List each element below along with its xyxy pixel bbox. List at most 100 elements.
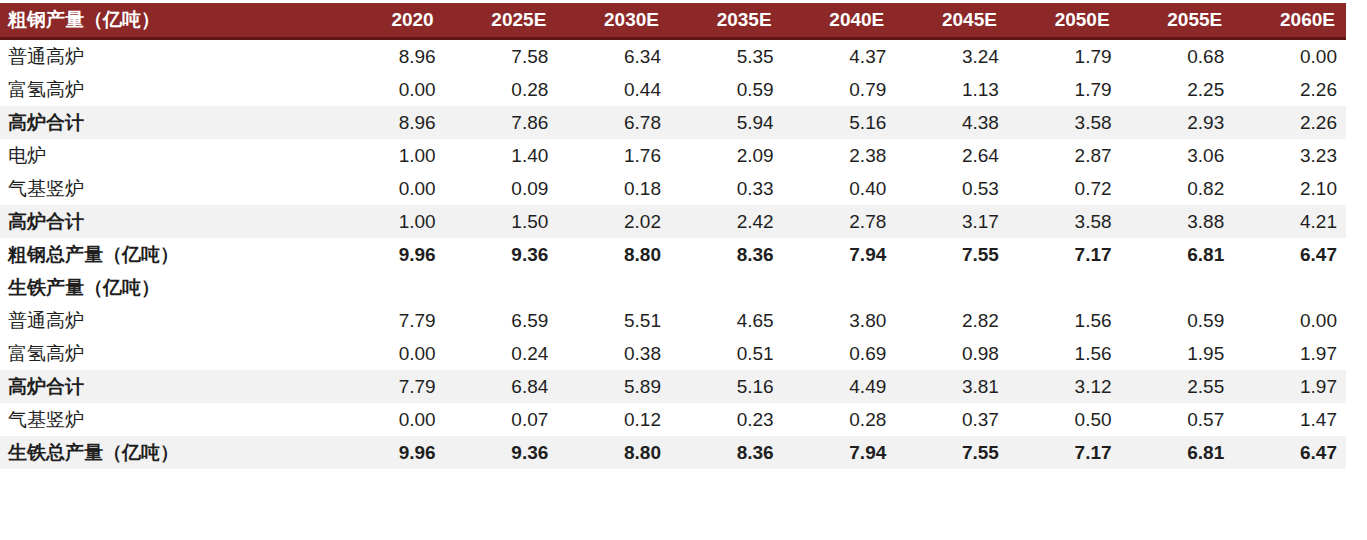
value-cell: 0.00 (332, 172, 445, 205)
value-cell: 0.09 (445, 172, 558, 205)
value-cell (670, 271, 783, 304)
table-row: 高炉合计7.796.845.895.164.493.813.122.551.97 (0, 370, 1346, 403)
value-cell: 6.47 (1233, 436, 1346, 469)
value-cell: 3.88 (1121, 205, 1234, 238)
table-row: 普通高炉8.967.586.345.354.373.241.790.680.00 (0, 39, 1346, 74)
value-cell: 0.72 (1008, 172, 1121, 205)
value-cell: 6.84 (445, 370, 558, 403)
value-cell: 1.76 (557, 139, 670, 172)
value-cell: 3.12 (1008, 370, 1121, 403)
value-cell: 3.24 (895, 39, 1008, 74)
value-cell: 5.16 (670, 370, 783, 403)
value-cell: 6.81 (1121, 238, 1234, 271)
value-cell: 4.49 (783, 370, 896, 403)
value-cell: 6.34 (557, 39, 670, 74)
value-cell: 8.36 (670, 238, 783, 271)
value-cell: 7.55 (895, 238, 1008, 271)
table-row: 电炉1.001.401.762.092.382.642.873.063.23 (0, 139, 1346, 172)
value-cell: 4.65 (670, 304, 783, 337)
value-cell: 9.36 (445, 436, 558, 469)
value-cell: 0.50 (1008, 403, 1121, 436)
value-cell: 5.35 (670, 39, 783, 74)
value-cell: 7.55 (895, 436, 1008, 469)
table-body: 普通高炉8.967.586.345.354.373.241.790.680.00… (0, 39, 1346, 470)
year-column-header: 2055E (1121, 3, 1234, 39)
value-cell: 0.00 (332, 73, 445, 106)
value-cell: 0.59 (670, 73, 783, 106)
value-cell: 0.79 (783, 73, 896, 106)
value-cell: 3.23 (1233, 139, 1346, 172)
value-cell: 0.69 (783, 337, 896, 370)
value-cell: 0.98 (895, 337, 1008, 370)
value-cell: 0.12 (557, 403, 670, 436)
row-label: 富氢高炉 (0, 337, 332, 370)
value-cell: 1.56 (1008, 337, 1121, 370)
row-label: 粗钢总产量（亿吨） (0, 238, 332, 271)
value-cell: 5.94 (670, 106, 783, 139)
value-cell (895, 271, 1008, 304)
value-cell: 1.79 (1008, 39, 1121, 74)
value-cell (1233, 271, 1346, 304)
row-label: 普通高炉 (0, 304, 332, 337)
value-cell: 0.33 (670, 172, 783, 205)
table-row: 气基竖炉0.000.070.120.230.280.370.500.571.47 (0, 403, 1346, 436)
value-cell: 0.68 (1121, 39, 1234, 74)
value-cell: 1.50 (445, 205, 558, 238)
table-row: 粗钢总产量（亿吨）9.969.368.808.367.947.557.176.8… (0, 238, 1346, 271)
value-cell: 7.79 (332, 370, 445, 403)
value-cell: 0.53 (895, 172, 1008, 205)
value-cell: 7.58 (445, 39, 558, 74)
value-cell: 7.94 (783, 436, 896, 469)
value-cell: 1.47 (1233, 403, 1346, 436)
value-cell: 2.93 (1121, 106, 1234, 139)
value-cell: 2.38 (783, 139, 896, 172)
value-cell: 2.78 (783, 205, 896, 238)
row-label: 普通高炉 (0, 39, 332, 74)
value-cell: 2.10 (1233, 172, 1346, 205)
value-cell: 9.36 (445, 238, 558, 271)
table-row: 富氢高炉0.000.240.380.510.690.981.561.951.97 (0, 337, 1346, 370)
value-cell: 5.51 (557, 304, 670, 337)
row-label: 高炉合计 (0, 106, 332, 139)
value-cell: 0.38 (557, 337, 670, 370)
year-column-header: 2025E (445, 3, 558, 39)
value-cell: 9.96 (332, 238, 445, 271)
value-cell: 8.80 (557, 436, 670, 469)
value-cell: 5.16 (783, 106, 896, 139)
value-cell: 6.59 (445, 304, 558, 337)
value-cell: 0.40 (783, 172, 896, 205)
value-cell: 0.00 (332, 403, 445, 436)
year-column-header: 2060E (1233, 3, 1346, 39)
value-cell: 2.55 (1121, 370, 1234, 403)
value-cell: 6.78 (557, 106, 670, 139)
value-cell (1008, 271, 1121, 304)
value-cell: 8.80 (557, 238, 670, 271)
value-cell: 1.79 (1008, 73, 1121, 106)
value-cell: 4.38 (895, 106, 1008, 139)
value-cell: 7.86 (445, 106, 558, 139)
value-cell: 8.36 (670, 436, 783, 469)
value-cell: 0.82 (1121, 172, 1234, 205)
value-cell (783, 271, 896, 304)
value-cell: 0.28 (783, 403, 896, 436)
value-cell: 0.57 (1121, 403, 1234, 436)
value-cell: 0.18 (557, 172, 670, 205)
value-cell (557, 271, 670, 304)
value-cell: 7.79 (332, 304, 445, 337)
value-cell (332, 271, 445, 304)
value-cell: 0.28 (445, 73, 558, 106)
value-cell: 3.80 (783, 304, 896, 337)
row-label: 生铁总产量（亿吨） (0, 436, 332, 469)
row-label: 高炉合计 (0, 205, 332, 238)
steel-production-table: 粗钢产量（亿吨）20202025E2030E2035E2040E2045E205… (0, 3, 1346, 469)
value-cell (445, 271, 558, 304)
value-cell: 2.82 (895, 304, 1008, 337)
value-cell: 1.97 (1233, 337, 1346, 370)
value-cell: 0.07 (445, 403, 558, 436)
table-row: 生铁总产量（亿吨）9.969.368.808.367.947.557.176.8… (0, 436, 1346, 469)
value-cell: 8.96 (332, 39, 445, 74)
value-cell (1121, 271, 1234, 304)
table-header: 粗钢产量（亿吨）20202025E2030E2035E2040E2045E205… (0, 3, 1346, 39)
year-column-header: 2040E (783, 3, 896, 39)
header-row: 粗钢产量（亿吨）20202025E2030E2035E2040E2045E205… (0, 3, 1346, 39)
